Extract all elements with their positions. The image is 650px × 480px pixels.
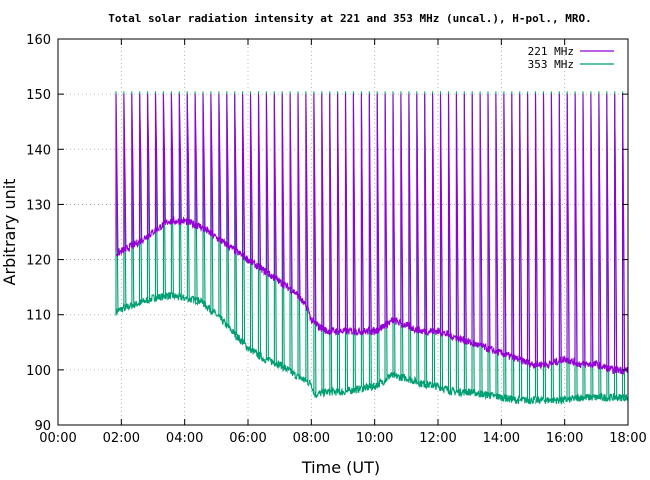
y-tick-label: 130 bbox=[26, 198, 51, 213]
x-tick-label: 02:00 bbox=[103, 431, 140, 446]
y-tick-label: 110 bbox=[26, 309, 51, 324]
series-353-line bbox=[115, 91, 629, 406]
x-tick-label: 06:00 bbox=[229, 431, 266, 446]
y-tick-label: 140 bbox=[26, 143, 51, 158]
legend-label: 353 MHz bbox=[528, 58, 574, 71]
x-tick-label: 10:00 bbox=[356, 431, 393, 446]
x-tick-label: 08:00 bbox=[293, 431, 330, 446]
chart-title: Total solar radiation intensity at 221 a… bbox=[108, 12, 591, 25]
axis-ticks: 00:00 02:00 04:00 06:00 08:00 10:00 12:00 14:00… bbox=[26, 33, 647, 446]
y-tick-label: 150 bbox=[26, 88, 51, 103]
x-tick-label: 00:00 bbox=[39, 431, 76, 446]
series-353-mhz bbox=[115, 91, 629, 406]
series-221-line bbox=[115, 94, 629, 376]
legend-label: 221 MHz bbox=[528, 45, 574, 58]
x-tick-label: 16:00 bbox=[546, 431, 583, 446]
y-tick-label: 100 bbox=[26, 364, 51, 379]
series-221-mhz bbox=[115, 94, 629, 376]
y-tick-label: 120 bbox=[26, 254, 51, 269]
y-tick-label: 90 bbox=[34, 419, 51, 434]
y-axis-label: Arbitrary unit bbox=[0, 179, 19, 286]
x-tick-label: 12:00 bbox=[419, 431, 456, 446]
grid bbox=[58, 39, 628, 425]
y-tick-label: 160 bbox=[26, 33, 51, 48]
x-tick-label: 04:00 bbox=[166, 431, 203, 446]
x-axis-label: Time (UT) bbox=[301, 458, 380, 477]
x-tick-label: 18:00 bbox=[609, 431, 646, 446]
x-tick-label: 14:00 bbox=[483, 431, 520, 446]
plot-frame bbox=[57, 38, 629, 426]
